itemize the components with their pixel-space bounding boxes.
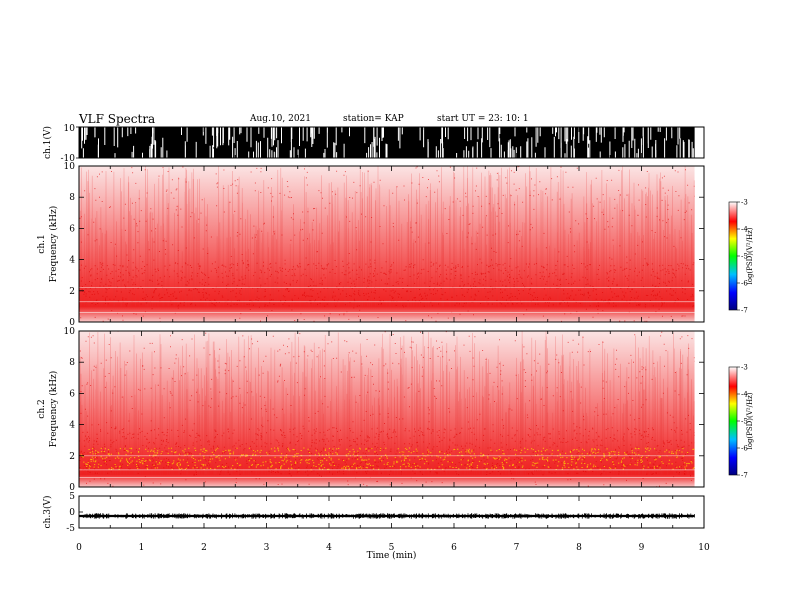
ch3-waveform-ytick-label: -5 xyxy=(66,524,75,534)
ch1-colorbar-scale xyxy=(728,201,738,311)
ch2-spectrogram-intensity xyxy=(79,331,695,487)
ch2-spectrogram-ylabel-frequency: Frequency (kHz) xyxy=(48,371,59,448)
ch2-colorbar-tick-label: -5 xyxy=(741,418,748,426)
ch1-spectrogram-panel: 0 2 4 6 8 10 ch.1 Frequency (kHz) xyxy=(37,162,705,328)
ch1-waveform-gaps xyxy=(81,127,694,158)
ch2-colorbar-scale xyxy=(728,366,738,476)
time-tick-label: 10 xyxy=(698,543,710,553)
ch2-spectrogram-ytick-label: 4 xyxy=(69,421,75,431)
date-label: Aug.10, 2021 xyxy=(250,114,311,124)
ch2-colorbar: -3 -4 -5 -6 -7 log(PSD)(V²/Hz) xyxy=(728,364,754,480)
ch2-spectrogram-panel: 0 2 4 6 8 10 ch.2 Frequency (kHz) xyxy=(37,327,705,493)
ch3-waveform-panel: 5 0 -5 ch.3(V) xyxy=(42,492,705,534)
time-tick-label: 9 xyxy=(639,543,645,553)
ch1-spectrogram-speckles xyxy=(79,165,696,323)
time-axis-label: Time (min) xyxy=(367,550,417,561)
ch1-colorbar-tick-label: -3 xyxy=(741,199,748,207)
ch3-waveform-ytick-label: 5 xyxy=(69,492,75,502)
ch2-spectrogram-ytick-label: 6 xyxy=(69,389,75,399)
time-tick-label: 4 xyxy=(326,543,332,553)
time-tick-label: 5 xyxy=(389,543,395,553)
ch1-waveform-ytick-label: 10 xyxy=(64,124,76,134)
ch1-spectrogram-ytick-label: 4 xyxy=(69,256,75,266)
ch2-spectrogram-ytick-label: 8 xyxy=(69,358,75,368)
ch1-spectrogram-intensity xyxy=(79,166,695,322)
ch1-spectrogram-ytick-label: 6 xyxy=(69,224,75,234)
ch1-spectrogram-ytick-label: 0 xyxy=(69,318,75,328)
ch2-colorbar-tick-label: -7 xyxy=(741,472,748,480)
figure-title: VLF Spectra xyxy=(79,112,156,126)
time-tick-label: 1 xyxy=(139,543,145,553)
ch1-colorbar: -3 -4 -5 -6 -7 log(PSD)(V²/Hz) xyxy=(728,199,754,315)
ch1-colorbar-label: log(PSD)(V²/Hz) xyxy=(746,227,754,284)
ch3-waveform-ytick-label: 0 xyxy=(69,508,75,518)
ch1-waveform-ytick-label: -10 xyxy=(61,154,76,164)
ch1-colorbar-tick-label: -5 xyxy=(741,253,748,261)
ch3-waveform-ylabel: ch.3(V) xyxy=(42,496,53,529)
ch1-colorbar-tick-label: -4 xyxy=(741,226,748,234)
ch2-colorbar-label: log(PSD)(V²/Hz) xyxy=(746,392,754,449)
ch3-waveform-noise xyxy=(82,513,695,519)
ch2-colorbar-tick-label: -3 xyxy=(741,364,748,372)
ch2-spectrogram-ytick-label: 10 xyxy=(64,327,76,337)
station-label: station= KAP xyxy=(343,114,404,124)
ch2-spectrogram-speckles xyxy=(79,330,696,488)
ch2-colorbar-tick-label: -4 xyxy=(741,391,748,399)
ch2-colorbar-tick-label: -6 xyxy=(741,445,748,453)
time-tick-label: 8 xyxy=(576,543,582,553)
ch1-spectrogram-ylabel-channel: ch.1 xyxy=(37,234,47,253)
ch1-spectrogram-ylabel-frequency: Frequency (kHz) xyxy=(48,206,59,283)
ch1-spectrogram-empty-strip xyxy=(694,166,704,322)
start-time-label: start UT = 23: 10: 1 xyxy=(437,114,529,124)
ch1-spectrogram-ytick-label: 2 xyxy=(69,287,75,297)
ch2-spectrogram-striations xyxy=(79,331,695,475)
time-tick-label: 0 xyxy=(76,543,82,553)
ch1-colorbar-tick-label: -7 xyxy=(741,307,748,315)
ch1-colorbar-tick-label: -6 xyxy=(741,280,748,288)
time-tick-label: 2 xyxy=(201,543,207,553)
ch2-spectrogram-empty-strip xyxy=(694,331,704,487)
ch2-spectrogram-ytick-label: 2 xyxy=(69,452,75,462)
ch1-spectrogram-ytick-label: 10 xyxy=(64,162,76,172)
time-tick-label: 7 xyxy=(514,543,520,553)
ch2-spectrogram-ytick-label: 0 xyxy=(69,483,75,493)
time-tick-label: 3 xyxy=(264,543,270,553)
ch1-spectrogram-ytick-label: 8 xyxy=(69,193,75,203)
ch1-waveform-ylabel: ch.1(V) xyxy=(42,126,53,159)
time-tick-label: 6 xyxy=(451,543,457,553)
ch3-waveform-trace xyxy=(79,514,695,518)
ch1-spectrogram-striations xyxy=(80,166,695,307)
ch1-waveform-panel: 10 -10 ch.1(V) xyxy=(42,124,705,164)
ch2-spectrogram-ylabel-channel: ch.2 xyxy=(37,399,47,418)
time-axis: 0 1 2 3 4 5 6 7 8 9 10 Time (min) xyxy=(76,543,710,561)
